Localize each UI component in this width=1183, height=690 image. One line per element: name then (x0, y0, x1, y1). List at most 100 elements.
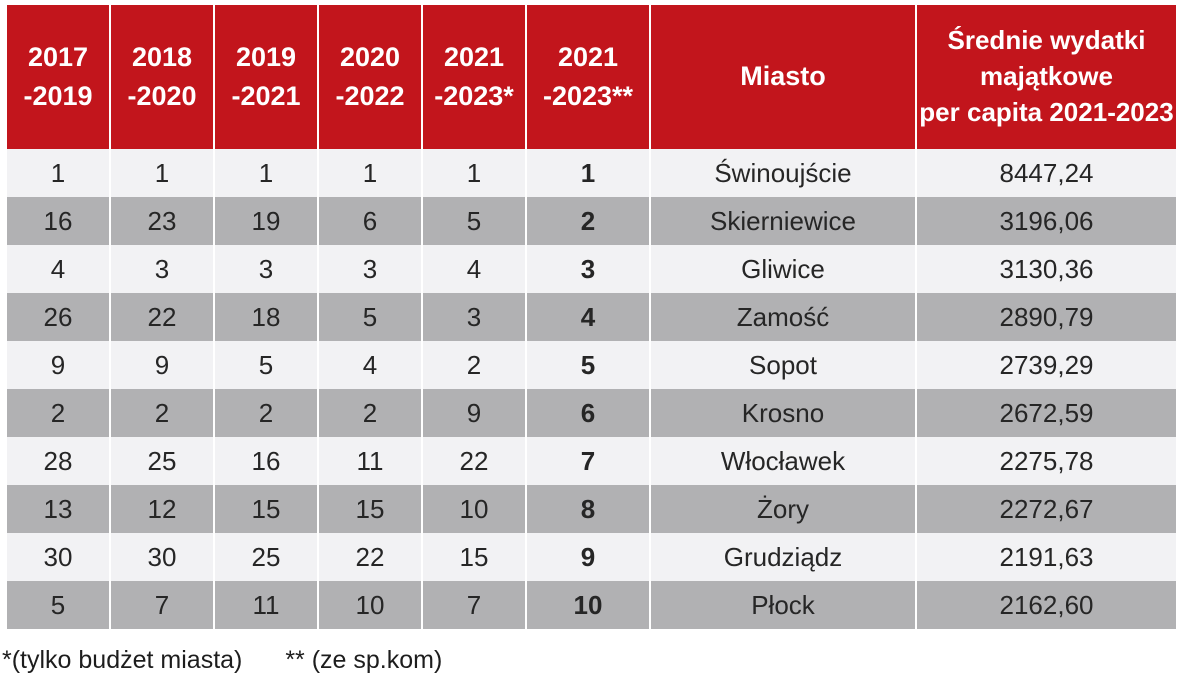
city-name: Żory (651, 485, 915, 533)
col-header-city: Miasto (651, 5, 915, 149)
rank-2021-2023-spkom: 4 (527, 293, 649, 341)
city-name: Płock (651, 581, 915, 629)
header-row: 2017 -2019 2018 -2020 2019 -2021 2020 -2… (7, 5, 1176, 149)
avg-spending-value: 3130,36 (917, 245, 1176, 293)
rank-2020-2022: 10 (319, 581, 421, 629)
rank-2017-2019: 4 (7, 245, 109, 293)
table-row: 30 30 25 22 15 9 Grudziądz 2191,63 (7, 533, 1176, 581)
footnote-with-spkom: ** (ze sp.kom) (285, 646, 443, 674)
city-name: Grudziądz (651, 533, 915, 581)
rank-2019-2021: 5 (215, 341, 317, 389)
footnote-budget-only: *(tylko budżet miasta) (2, 646, 243, 674)
header-line: 2021 (557, 41, 619, 72)
table-row: 5 7 11 10 7 10 Płock 2162,60 (7, 581, 1176, 629)
city-name: Sopot (651, 341, 915, 389)
rank-2018-2020: 1 (111, 149, 213, 197)
col-header-2017-2019: 2017 -2019 (7, 5, 109, 149)
rank-2021-2023-budget: 5 (423, 197, 525, 245)
rank-2019-2021: 25 (215, 533, 317, 581)
table-row: 26 22 18 5 3 4 Zamość 2890,79 (7, 293, 1176, 341)
header-line: -2023* (434, 81, 514, 111)
rank-2021-2023-spkom: 10 (527, 581, 649, 629)
rank-2019-2021: 1 (215, 149, 317, 197)
rank-2020-2022: 6 (319, 197, 421, 245)
avg-spending-value: 2162,60 (917, 581, 1176, 629)
table-row: 4 3 3 3 4 3 Gliwice 3130,36 (7, 245, 1176, 293)
rank-2020-2022: 3 (319, 245, 421, 293)
header-line: 2020 (339, 41, 401, 72)
rank-2019-2021: 11 (215, 581, 317, 629)
footnote: *(tylko budżet miasta) ** (ze sp.kom) (2, 646, 1178, 675)
rank-2018-2020: 12 (111, 485, 213, 533)
rank-2017-2019: 26 (7, 293, 109, 341)
rank-2018-2020: 30 (111, 533, 213, 581)
rank-2017-2019: 13 (7, 485, 109, 533)
rank-2017-2019: 16 (7, 197, 109, 245)
rank-2021-2023-spkom: 6 (527, 389, 649, 437)
header-line: -2019 (23, 81, 93, 111)
col-header-2021-2023-budget: 2021 -2023* (423, 5, 525, 149)
table-row: 28 25 16 11 22 7 Włocławek 2275,78 (7, 437, 1176, 485)
avg-spending-value: 3196,06 (917, 197, 1176, 245)
avg-spending-value: 8447,24 (917, 149, 1176, 197)
rank-2017-2019: 9 (7, 341, 109, 389)
rank-2019-2021: 18 (215, 293, 317, 341)
rank-2020-2022: 4 (319, 341, 421, 389)
rank-2020-2022: 15 (319, 485, 421, 533)
col-header-2019-2021: 2019 -2021 (215, 5, 317, 149)
rank-2019-2021: 2 (215, 389, 317, 437)
rank-2018-2020: 25 (111, 437, 213, 485)
table-row: 16 23 19 6 5 2 Skierniewice 3196,06 (7, 197, 1176, 245)
avg-spending-value: 2739,29 (917, 341, 1176, 389)
header-line: majątkowe (980, 61, 1113, 92)
rank-2021-2023-spkom: 8 (527, 485, 649, 533)
avg-spending-value: 2275,78 (917, 437, 1176, 485)
table-row: 1 1 1 1 1 1 Świnoujście 8447,24 (7, 149, 1176, 197)
header-line: per capita 2021-2023 (919, 96, 1174, 127)
rank-2019-2021: 19 (215, 197, 317, 245)
rank-2017-2019: 2 (7, 389, 109, 437)
rank-2020-2022: 11 (319, 437, 421, 485)
header-line: -2020 (127, 81, 197, 111)
avg-spending-value: 2191,63 (917, 533, 1176, 581)
rank-2019-2021: 16 (215, 437, 317, 485)
rank-2018-2020: 2 (111, 389, 213, 437)
rank-2021-2023-spkom: 9 (527, 533, 649, 581)
rank-2021-2023-budget: 2 (423, 341, 525, 389)
city-name: Skierniewice (651, 197, 915, 245)
header-line: -2022 (335, 81, 405, 111)
rank-2017-2019: 30 (7, 533, 109, 581)
city-name: Gliwice (651, 245, 915, 293)
col-header-2020-2022: 2020 -2022 (319, 5, 421, 149)
header-line: -2021 (231, 81, 301, 111)
rank-2017-2019: 5 (7, 581, 109, 629)
rank-2021-2023-budget: 3 (423, 293, 525, 341)
rank-2021-2023-budget: 7 (423, 581, 525, 629)
header-line: 2021 (443, 41, 505, 72)
rank-2021-2023-spkom: 5 (527, 341, 649, 389)
rank-2017-2019: 1 (7, 149, 109, 197)
header-line: 2017 (27, 41, 89, 72)
header-line: 2019 (235, 41, 297, 72)
rank-2019-2021: 3 (215, 245, 317, 293)
rank-2018-2020: 3 (111, 245, 213, 293)
rank-2020-2022: 1 (319, 149, 421, 197)
rank-2021-2023-budget: 22 (423, 437, 525, 485)
table-body: 1 1 1 1 1 1 Świnoujście 8447,24 16 23 19… (7, 149, 1176, 629)
table-row: 2 2 2 2 9 6 Krosno 2672,59 (7, 389, 1176, 437)
rank-2018-2020: 7 (111, 581, 213, 629)
rank-2021-2023-budget: 9 (423, 389, 525, 437)
rank-2017-2019: 28 (7, 437, 109, 485)
avg-spending-value: 2890,79 (917, 293, 1176, 341)
table-row: 9 9 5 4 2 5 Sopot 2739,29 (7, 341, 1176, 389)
city-name: Zamość (651, 293, 915, 341)
city-name: Włocławek (651, 437, 915, 485)
city-capital-expenditure-ranking-table: 2017 -2019 2018 -2020 2019 -2021 2020 -2… (5, 5, 1178, 629)
rank-2021-2023-spkom: 2 (527, 197, 649, 245)
table-row: 13 12 15 15 10 8 Żory 2272,67 (7, 485, 1176, 533)
avg-spending-value: 2272,67 (917, 485, 1176, 533)
header-line: 2018 (131, 41, 193, 72)
rank-2021-2023-spkom: 7 (527, 437, 649, 485)
rank-2019-2021: 15 (215, 485, 317, 533)
rank-2021-2023-budget: 1 (423, 149, 525, 197)
